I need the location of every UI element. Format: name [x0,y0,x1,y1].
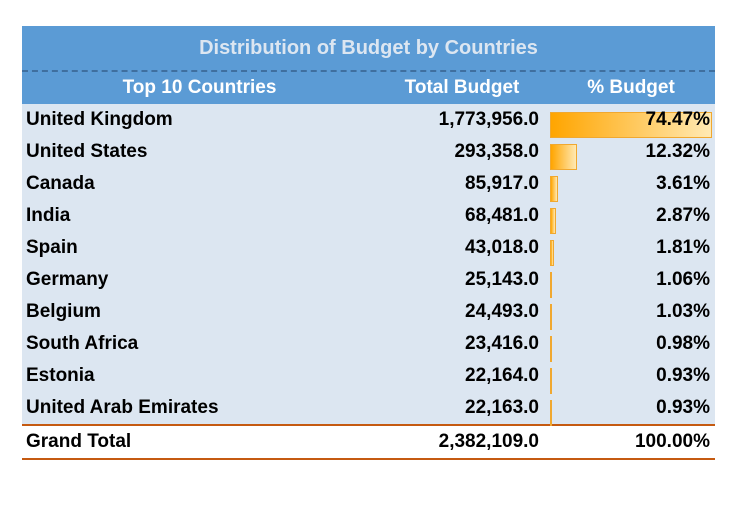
header-country: Top 10 Countries [122,77,277,98]
pct-budget-cell: 1.06% [547,269,715,298]
pct-data-bar [550,400,553,426]
pct-budget-value: 74.47% [645,109,710,130]
country-name: Estonia [26,365,95,386]
grand-total-pct: 100.00% [634,431,710,452]
total-budget-value: 25,143.0 [465,269,539,290]
total-budget-value: 85,917.0 [465,173,539,194]
pct-data-bar [550,240,554,266]
country-name: Spain [26,237,78,258]
table-row: United States 293,358.0 12.32% [22,136,715,170]
country-name: United States [26,141,148,162]
pct-budget-cell: 1.03% [547,301,715,330]
pct-data-bar [550,336,553,362]
country-name: United Arab Emirates [26,397,219,418]
budget-table: Distribution of Budget by Countries Top … [22,26,715,460]
pct-budget-cell: 1.81% [547,237,715,266]
total-budget-value: 1,773,956.0 [438,109,539,130]
pct-budget-value: 0.93% [656,365,710,386]
pct-budget-cell: 74.47% [547,109,715,138]
pct-data-bar [550,304,553,330]
pct-budget-cell: 0.93% [547,397,715,426]
country-name: Germany [26,269,109,290]
pct-data-bar [550,208,557,234]
country-name: Belgium [26,301,101,322]
table-row: India 68,481.0 2.87% [22,200,715,234]
country-name: South Africa [26,333,139,354]
pct-data-bar [550,368,553,394]
table-body: United Kingdom 1,773,956.0 74.47% United St… [22,104,715,426]
table-row: Spain 43,018.0 1.81% [22,232,715,266]
table-row: Estonia 22,164.0 0.93% [22,360,715,394]
header-pct-budget: % Budget [587,77,675,98]
total-budget-value: 293,358.0 [454,141,539,162]
pct-budget-value: 12.32% [645,141,710,162]
country-name: Canada [26,173,95,194]
table-row: Canada 85,917.0 3.61% [22,168,715,202]
total-budget-value: 68,481.0 [465,205,539,226]
table-row: South Africa 23,416.0 0.98% [22,328,715,362]
header-row: Top 10 Countries Total Budget % Budget [22,72,715,104]
pct-data-bar [550,176,558,202]
pct-budget-cell: 12.32% [547,141,715,170]
total-budget-value: 22,163.0 [465,397,539,418]
grand-total-value: 2,382,109.0 [438,431,539,452]
table-row: Germany 25,143.0 1.06% [22,264,715,298]
pct-budget-value: 0.93% [656,397,710,418]
total-budget-value: 43,018.0 [465,237,539,258]
pct-budget-cell: 2.87% [547,205,715,234]
pct-budget-value: 3.61% [656,173,710,194]
grand-total-label: Grand Total [26,431,132,452]
total-budget-value: 22,164.0 [465,365,539,386]
pct-data-bar [550,112,712,138]
pct-budget-cell: 0.93% [547,365,715,394]
pct-data-bar [550,272,553,298]
pct-budget-cell: 0.98% [547,333,715,362]
total-budget-value: 23,416.0 [465,333,539,354]
country-name: India [26,205,71,226]
pct-budget-value: 1.06% [656,269,710,290]
table-row: United Kingdom 1,773,956.0 74.47% [22,104,715,138]
header-total-budget: Total Budget [404,77,520,98]
pct-data-bar [550,144,577,170]
table-row: United Arab Emirates 22,163.0 0.93% [22,392,715,426]
total-budget-value: 24,493.0 [465,301,539,322]
pct-budget-value: 1.03% [656,301,710,322]
pct-budget-value: 2.87% [656,205,710,226]
pct-budget-value: 0.98% [656,333,710,354]
table-title: Distribution of Budget by Countries [22,26,715,72]
pct-budget-value: 1.81% [656,237,710,258]
grand-total-row: Grand Total 2,382,109.0 100.00% [22,424,715,460]
country-name: United Kingdom [26,109,173,130]
table-row: Belgium 24,493.0 1.03% [22,296,715,330]
pct-budget-cell: 3.61% [547,173,715,202]
